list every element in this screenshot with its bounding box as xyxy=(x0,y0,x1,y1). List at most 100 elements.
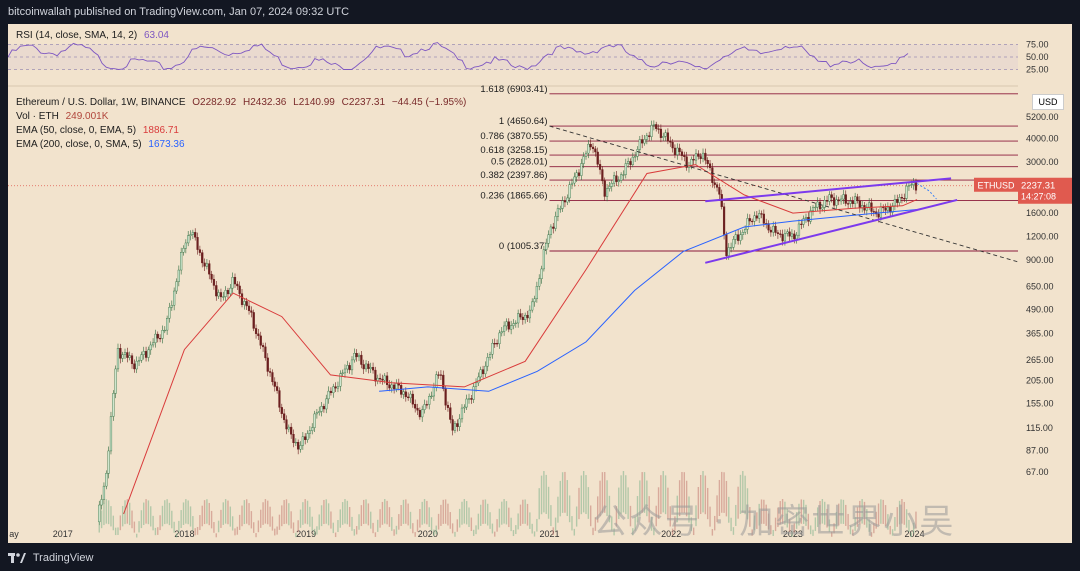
publisher-bar: bitcoinwallah published on TradingView.c… xyxy=(0,0,1080,24)
volume-bar xyxy=(484,499,487,524)
volume-bar xyxy=(264,499,267,524)
volume-bar xyxy=(105,499,107,524)
volume-bar xyxy=(398,514,400,530)
volume-bar xyxy=(559,480,561,517)
volume-bar xyxy=(824,501,826,525)
volume-bar xyxy=(566,480,568,517)
candle-body xyxy=(364,363,368,370)
candle-body xyxy=(704,152,707,161)
watermark-text: 公众号 · 加密世界小吴 xyxy=(593,502,956,542)
candle-body xyxy=(495,343,499,345)
volume-bar xyxy=(819,500,821,525)
volume-bar xyxy=(877,503,880,526)
candle-body xyxy=(531,301,534,311)
chart-canvas[interactable]: 75.0050.0025.005200.004000.003000.002300… xyxy=(8,24,1072,543)
candle-body xyxy=(446,404,450,408)
candle-body xyxy=(900,197,904,199)
candle-body xyxy=(503,325,506,332)
candle-body xyxy=(699,156,702,159)
candle-body xyxy=(898,197,901,203)
candle-body xyxy=(109,416,113,452)
candle-body xyxy=(308,430,311,434)
volume-bar xyxy=(213,522,215,533)
volume-bar xyxy=(339,509,341,528)
volume-bar xyxy=(241,505,243,527)
volume-bar xyxy=(781,499,784,524)
volume-bar xyxy=(278,514,281,530)
candle-body xyxy=(287,426,290,430)
volume-bar xyxy=(402,499,405,524)
volume-bar xyxy=(456,519,459,532)
candle-body xyxy=(608,186,611,189)
candle-body xyxy=(847,203,850,205)
candle-body xyxy=(294,441,297,444)
volume-bar xyxy=(114,527,117,536)
candle-body xyxy=(245,301,248,307)
volume-bar xyxy=(564,471,566,513)
candle-body xyxy=(760,213,763,215)
candle-body xyxy=(301,436,304,446)
volume-bar xyxy=(683,472,685,513)
candle-body xyxy=(299,445,302,450)
candle-body xyxy=(332,386,335,394)
candle-body xyxy=(315,412,318,415)
candle-body xyxy=(488,353,492,358)
volume-bar xyxy=(669,506,671,527)
candle-body xyxy=(793,233,796,240)
candle-body xyxy=(542,249,545,270)
candle-body xyxy=(404,391,407,398)
candle-body xyxy=(184,242,187,249)
volume-bar xyxy=(594,517,597,531)
candle-body xyxy=(123,352,127,355)
volume-bar xyxy=(702,471,704,513)
ema50-label: EMA (50, close, 0, EMA, 5) xyxy=(16,125,137,136)
candle-body xyxy=(130,355,134,364)
candle-body xyxy=(322,406,326,410)
volume-bar xyxy=(894,517,896,531)
candle-body xyxy=(343,368,347,374)
candle-body xyxy=(603,180,606,197)
candle-body xyxy=(844,194,847,204)
candle-body xyxy=(491,343,494,355)
volume-bar xyxy=(508,507,510,528)
candle-body xyxy=(154,333,157,344)
candle-body xyxy=(313,413,316,428)
volume-bar xyxy=(636,496,639,523)
volume-bar xyxy=(388,507,391,527)
candle-body xyxy=(177,269,180,282)
candle-body xyxy=(306,433,309,440)
candle-body xyxy=(393,384,396,390)
volume-bar xyxy=(896,507,898,527)
volume-bar xyxy=(341,502,344,525)
volume-bar xyxy=(423,499,426,524)
candle-body xyxy=(851,201,854,204)
volume-bar xyxy=(915,511,917,529)
candle-body xyxy=(311,427,314,431)
candle-body xyxy=(519,313,522,318)
candle-body xyxy=(163,329,166,332)
volume-bar xyxy=(255,533,257,538)
candle-body xyxy=(547,234,550,244)
volume-bar xyxy=(367,503,370,526)
volume-bar xyxy=(210,510,213,529)
volume-bar xyxy=(657,487,660,519)
volume-bar xyxy=(884,505,887,527)
candle-body xyxy=(533,298,536,303)
candle-body xyxy=(175,281,178,292)
volume-bar xyxy=(735,504,737,526)
currency-button[interactable]: USD xyxy=(1032,94,1064,110)
volume-bar xyxy=(742,471,744,513)
candle-body xyxy=(247,305,251,311)
candle-body xyxy=(802,218,805,225)
candle-body xyxy=(701,152,705,159)
candle-body xyxy=(219,292,223,298)
chart-panel[interactable]: 75.0050.0025.005200.004000.003000.002300… xyxy=(8,24,1072,543)
candle-body xyxy=(769,229,772,233)
candle-body xyxy=(205,263,209,267)
candle-body xyxy=(868,202,871,208)
volume-bar xyxy=(475,525,477,535)
candle-body xyxy=(559,208,562,210)
candle-body xyxy=(278,390,281,408)
volume-bar xyxy=(671,528,674,536)
volume-bar xyxy=(107,500,110,525)
